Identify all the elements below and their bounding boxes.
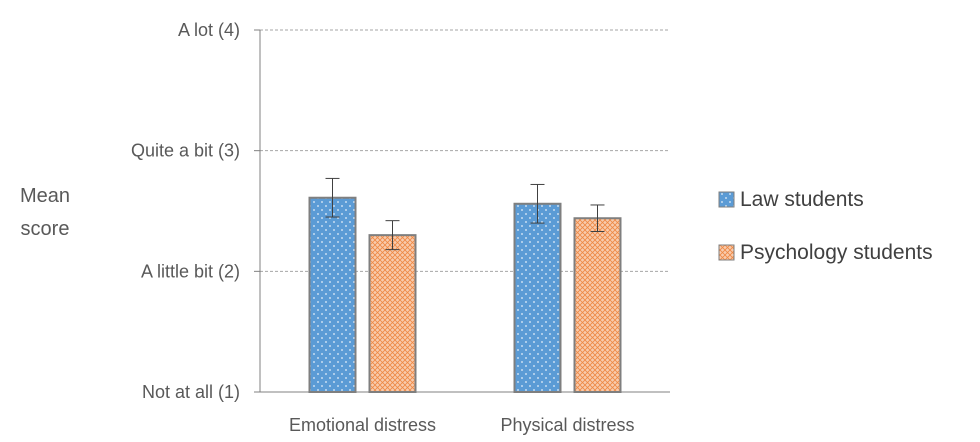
y-tick-label: A lot (4) xyxy=(178,20,240,40)
bar-law-students xyxy=(513,202,562,393)
legend-swatch xyxy=(718,191,735,208)
x-category-label: Physical distress xyxy=(500,415,634,435)
bars xyxy=(308,196,622,393)
bar-psychology-students xyxy=(573,217,622,393)
axis-labels: Not at all (1) A little bit (2) Quite a bi… xyxy=(20,20,635,435)
y-tick-label: A little bit (2) xyxy=(141,261,240,281)
bar-psychology-students xyxy=(368,234,417,393)
legend-label: Psychology students xyxy=(740,241,933,264)
legend-label: Law students xyxy=(740,188,864,211)
legend: Law students Psychology students xyxy=(718,188,933,264)
error-bars xyxy=(325,177,605,251)
y-axis-title: Mean xyxy=(20,185,70,207)
x-category-label: Emotional distress xyxy=(289,415,436,435)
legend-swatch xyxy=(718,244,735,261)
y-tick-label: Not at all (1) xyxy=(142,382,240,402)
y-tick-label: Quite a bit (3) xyxy=(131,141,240,161)
bar-law-students xyxy=(308,196,357,393)
y-axis-title: score xyxy=(21,218,70,240)
